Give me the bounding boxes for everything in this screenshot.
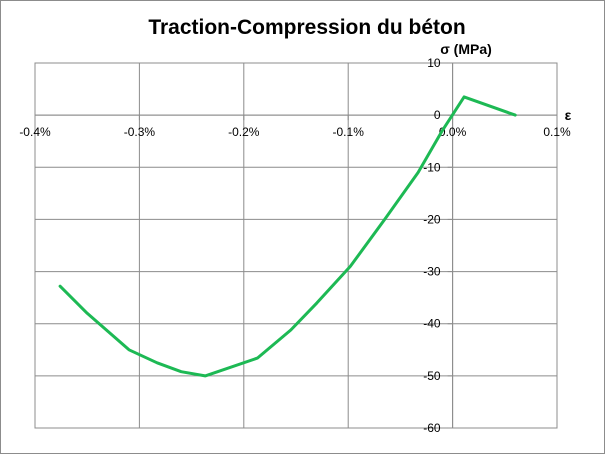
x-tick-label: -0.3% (124, 125, 156, 139)
ticks-layer: -0.4% -0.3% -0.2% -0.1% 0.0% 0.1% 10 0 -10 -20 -30… (19, 56, 571, 435)
y-tick-label: -50 (423, 369, 441, 383)
chart-title: Traction-Compression du béton (148, 16, 465, 39)
x-tick-label: -0.2% (228, 125, 260, 139)
y-tick-label: -10 (423, 160, 441, 174)
y-tick-label: -20 (423, 212, 441, 226)
x-tick-label: -0.4% (19, 125, 51, 139)
axes-layer (34, 62, 558, 429)
x-tick-label: 0.1% (543, 125, 571, 139)
x-tick-label: -0.1% (333, 125, 365, 139)
x-axis-label: ε (565, 107, 572, 123)
x-tick-label: 0.0% (439, 125, 467, 139)
y-tick-label: -60 (423, 421, 441, 435)
plot-area-border (34, 62, 558, 429)
y-axis-label: σ (MPa) (440, 41, 492, 57)
y-tick-label: 10 (427, 56, 441, 70)
y-tick-label: -30 (423, 265, 441, 279)
grid-layer (34, 62, 558, 429)
series-layer (58, 95, 517, 378)
y-tick-label: 0 (434, 108, 441, 122)
y-tick-label: -40 (423, 317, 441, 331)
